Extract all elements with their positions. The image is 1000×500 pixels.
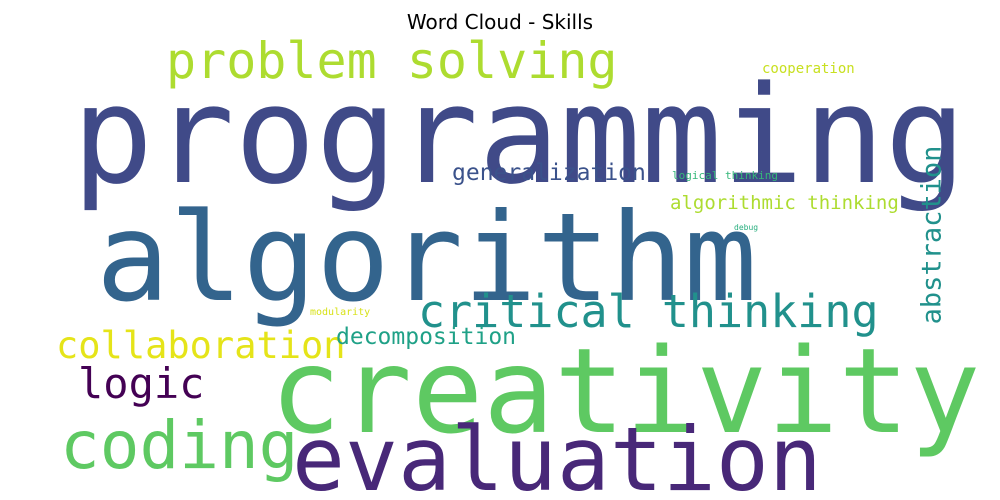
word-logical-thinking: logical thinking	[672, 169, 778, 182]
word-abstraction: abstraction	[917, 146, 948, 325]
word-coding: coding	[60, 407, 298, 484]
word-algorithm: algorithm	[96, 187, 757, 329]
word-programming: programming	[72, 57, 966, 214]
word-critical-thinking: critical thinking	[418, 285, 879, 338]
word-logic: logic	[78, 359, 204, 408]
word-creativity: creativity	[270, 322, 980, 460]
word-cooperation: cooperation	[762, 61, 855, 77]
chart-title: Word Cloud - Skills	[406, 10, 594, 34]
word-generalization: generalization	[452, 160, 646, 186]
word-problem-solving: problem solving	[166, 32, 618, 90]
word-decomposition: decomposition	[336, 324, 516, 350]
word-algorithmic-thinking: algorithmic thinking	[670, 192, 899, 214]
word-modularity: modularity	[310, 307, 370, 318]
word-debug: debug	[734, 223, 758, 232]
word-evaluation: evaluation	[292, 408, 822, 500]
word-collaboration: collaboration	[56, 324, 346, 367]
